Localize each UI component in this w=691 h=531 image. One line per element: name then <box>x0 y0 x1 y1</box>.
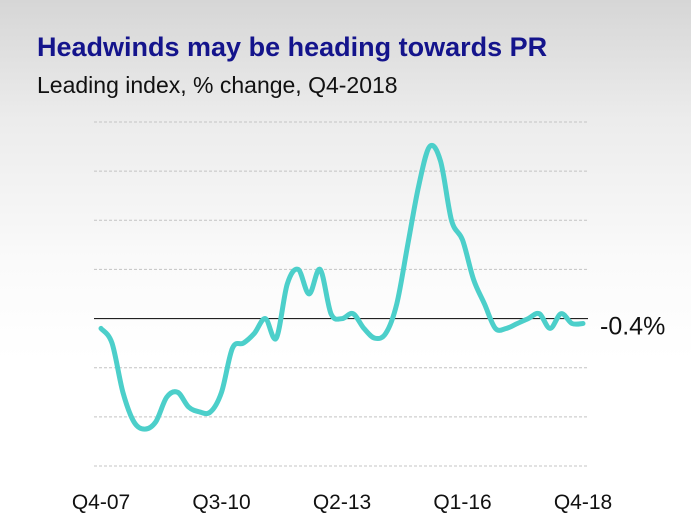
chart-title: Headwinds may be heading towards PR <box>37 32 548 62</box>
x-tick-label: Q4-07 <box>72 491 130 514</box>
chart-subtitle: Leading index, % change, Q4-2018 <box>37 72 398 98</box>
end-value-label: -0.4% <box>600 313 665 341</box>
x-axis-ticks: Q4-07 Q3-10 Q2-13 Q1-16 Q4-18 <box>72 491 612 514</box>
gridlines <box>94 121 588 467</box>
x-tick-label: Q4-18 <box>554 491 612 514</box>
data-points <box>99 145 585 432</box>
x-tick-label: Q1-16 <box>433 491 491 514</box>
x-tick-label: Q2-13 <box>313 491 371 514</box>
x-tick-label: Q3-10 <box>192 491 250 514</box>
series-line <box>98 142 586 432</box>
